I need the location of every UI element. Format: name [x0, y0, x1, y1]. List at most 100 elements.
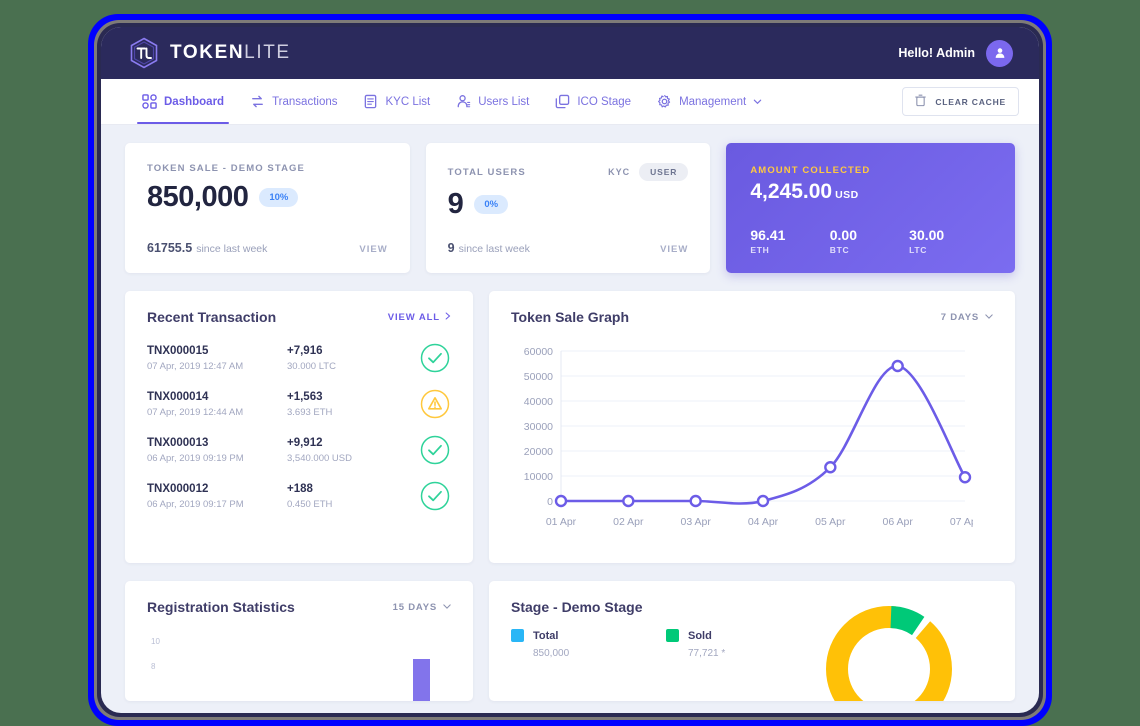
token-sale-range-label: 7 DAYS — [940, 311, 979, 323]
check-circle-icon — [419, 434, 451, 466]
token-sale-range-select[interactable]: 7 DAYS — [941, 312, 993, 323]
txn-amount-block: +1,563 3.693 ETH — [287, 391, 419, 418]
card-amount-collected-label: AMOUNT COLLECTED — [750, 165, 871, 176]
legend-sold-top: Sold — [666, 629, 821, 642]
layers-icon — [555, 94, 570, 109]
table-row[interactable]: TNX000013 06 Apr, 2019 09:19 PM +9,912 3… — [147, 427, 451, 473]
table-row[interactable]: TNX000014 07 Apr, 2019 12:44 AM +1,563 3… — [147, 381, 451, 427]
legend-total-value: 850,000 — [533, 648, 570, 659]
card-total-users-since-text: since last week — [458, 243, 530, 255]
document-icon — [363, 94, 378, 109]
check-circle-icon — [419, 480, 451, 512]
clear-cache-button[interactable]: CLEAR CACHE — [902, 87, 1019, 116]
coin-ltc-key: LTC — [909, 245, 928, 255]
nav-item-transactions[interactable]: Transactions — [237, 79, 350, 124]
token-sale-chart: 0 10000 20000 30000 40000 50000 60000 01 Apr 02 … — [489, 335, 1015, 563]
brand[interactable]: TOKENLITE — [129, 37, 291, 69]
device-frame: TOKENLITE Hello! Admin — [88, 14, 1052, 726]
view-all-link[interactable]: VIEW ALL — [388, 312, 451, 323]
card-token-sale-foot: 61755.5 since last week VIEW — [147, 241, 388, 255]
svg-text:01 Apr: 01 Apr — [546, 516, 577, 528]
card-token-sale-value-row: 850,000 10% — [147, 181, 388, 214]
nav-item-ico-stage[interactable]: ICO Stage — [542, 79, 644, 124]
card-amount-collected-value: 4,245.00 USD — [750, 180, 859, 203]
coin-totals: 96.41 ETH 0.00 BTC 30.00 LTC — [750, 227, 991, 255]
nav-label: Management — [679, 95, 747, 108]
chevron-down-icon — [753, 97, 762, 106]
card-token-sale-view-link[interactable]: VIEW — [359, 244, 388, 255]
nav-item-dashboard[interactable]: Dashboard — [129, 79, 237, 124]
nav-label: Transactions — [272, 95, 338, 108]
txn-sub: 3.693 ETH — [287, 406, 333, 418]
registration-statistics-title: Registration Statistics — [147, 599, 295, 615]
txn-amount: +1,563 — [287, 390, 323, 403]
card-total-users-kyc: KYC USER — [608, 163, 689, 181]
panel-recent-transaction: Recent Transaction VIEW ALL TNX000015 07… — [125, 291, 473, 563]
card-total-users: TOTAL USERS KYC USER 9 0% 9 since last we… — [425, 143, 711, 273]
txn-sub: 3,540.000 USD — [287, 452, 352, 464]
trash-icon — [915, 94, 927, 109]
coin-ltc-value: 30.00 — [909, 227, 945, 243]
app-screen: TOKENLITE Hello! Admin — [101, 27, 1039, 713]
txn-amount-block: +9,912 3,540.000 USD — [287, 437, 419, 464]
legend-swatch-total — [511, 629, 524, 642]
panel-stage: Stage - Demo Stage Total 850,000 Sold — [489, 581, 1015, 701]
card-token-sale-percent-badge: 10% — [259, 188, 299, 207]
nav-item-kyc-list[interactable]: KYC List — [350, 79, 443, 124]
stage-head: Stage - Demo Stage — [489, 581, 1015, 625]
txn-sub: 30.000 LTC — [287, 360, 336, 372]
dashboard-content: TOKEN SALE - DEMO STAGE 850,000 10% 6175… — [101, 125, 1039, 701]
stage-title: Stage - Demo Stage — [511, 599, 643, 615]
coin-ltc: 30.00 LTC — [909, 227, 988, 255]
grid-icon — [142, 94, 157, 109]
coin-eth-key: ETH — [750, 245, 770, 255]
user-menu[interactable]: Hello! Admin — [898, 39, 1013, 67]
coin-btc-value: 0.00 — [829, 227, 857, 243]
txn-amount-block: +7,916 30.000 LTC — [287, 345, 419, 372]
card-total-users-view-link[interactable]: VIEW — [660, 244, 689, 255]
stats-row: TOKEN SALE - DEMO STAGE 850,000 10% 6175… — [125, 143, 1016, 273]
recent-transaction-title: Recent Transaction — [147, 309, 277, 325]
nav-label: Users List — [478, 95, 530, 108]
table-row[interactable]: TNX000012 06 Apr, 2019 09:17 PM +188 0.4… — [147, 473, 451, 519]
coin-btc: 0.00 BTC — [830, 227, 909, 255]
top-bar: TOKENLITE Hello! Admin — [101, 27, 1039, 79]
greeting-text: Hello! Admin — [898, 46, 975, 60]
user-avatar-icon[interactable] — [986, 39, 1013, 67]
nav-label: KYC List — [385, 95, 431, 108]
donut-svg — [826, 606, 952, 701]
legend-item-sold: Sold 77,721 * — [666, 629, 821, 659]
registration-range-select[interactable]: 15 DAYS — [393, 602, 451, 613]
card-token-sale-since-value: 61755.5 — [147, 241, 193, 255]
card-amount-collected: AMOUNT COLLECTED 4,245.00 USD 96.41 ETH 0… — [726, 143, 1016, 273]
nav-label: ICO Stage — [577, 95, 632, 108]
bottom-row: Registration Statistics 15 DAYS 10 8 — [125, 581, 1015, 701]
table-row[interactable]: TNX000015 07 Apr, 2019 12:47 AM +7,916 3… — [147, 335, 451, 381]
card-total-users-value-row: 9 0% — [448, 188, 689, 221]
device-frame-inner: TOKENLITE Hello! Admin — [97, 23, 1043, 717]
coin-eth-value: 96.41 — [750, 227, 786, 243]
check-circle-icon — [419, 342, 451, 374]
main-nav: Dashboard Transactions KYC List — [101, 79, 1039, 125]
axis-tick: 8 — [151, 662, 156, 671]
svg-text:50000: 50000 — [524, 371, 553, 383]
kyc-user-badge[interactable]: USER — [639, 163, 689, 181]
nav-item-management[interactable]: Management — [644, 79, 775, 124]
registration-range-label: 15 DAYS — [392, 601, 437, 613]
card-token-sale-since: 61755.5 since last week — [147, 241, 267, 255]
svg-text:30000: 30000 — [524, 421, 553, 433]
nav-item-users-list[interactable]: Users List — [443, 79, 542, 124]
card-total-users-value: 9 — [447, 188, 464, 220]
transaction-list: TNX000015 07 Apr, 2019 12:47 AM +7,916 3… — [125, 335, 473, 535]
txn-id: TNX000013 — [147, 436, 209, 449]
chevron-right-icon — [445, 311, 451, 323]
line-chart-svg: 0 10000 20000 30000 40000 50000 60000 01 Apr 02 … — [524, 346, 981, 528]
txn-identity: TNX000012 06 Apr, 2019 09:17 PM — [147, 483, 287, 510]
txn-date: 06 Apr, 2019 09:17 PM — [147, 498, 244, 510]
card-token-sale-value: 850,000 — [147, 181, 249, 213]
svg-text:60000: 60000 — [524, 346, 553, 358]
legend-sold-name: Sold — [688, 629, 712, 642]
nav-items: Dashboard Transactions KYC List — [129, 79, 775, 124]
svg-text:07 Apr: 07 Apr — [950, 516, 973, 528]
warning-circle-icon — [419, 388, 451, 420]
